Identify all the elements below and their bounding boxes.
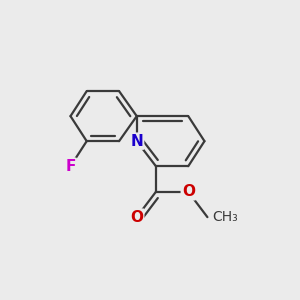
Text: N: N xyxy=(130,134,143,149)
Text: O: O xyxy=(130,210,143,225)
Text: O: O xyxy=(182,184,195,199)
Text: F: F xyxy=(65,159,76,174)
Text: CH₃: CH₃ xyxy=(212,210,238,224)
